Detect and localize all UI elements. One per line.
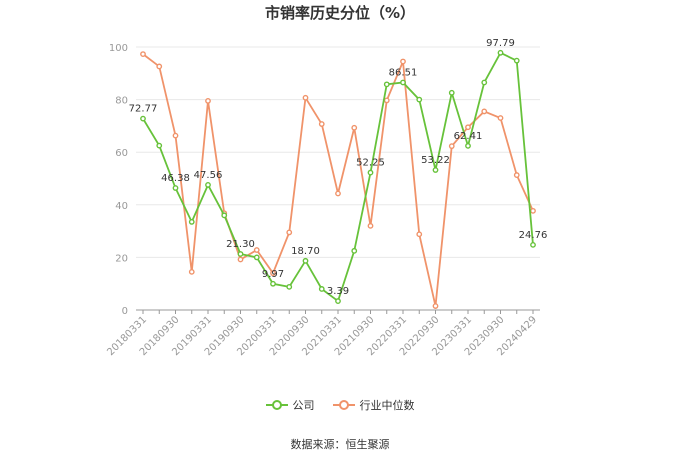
data-point-company [172, 185, 179, 191]
data-point-company [318, 286, 325, 292]
data-point-company [286, 283, 293, 290]
data-point-industry-median [497, 115, 504, 121]
data-point-company [237, 251, 244, 257]
data-point-industry-median [253, 247, 260, 253]
data-label: 86.51 [389, 67, 418, 78]
data-point-company [465, 142, 471, 149]
data-point-company [367, 169, 374, 176]
data-point-industry-median [465, 124, 471, 131]
data-point-industry-median [383, 97, 390, 104]
data-point-company [205, 182, 211, 188]
legend-item-company[interactable]: 公司 [265, 397, 315, 413]
data-point-company [156, 142, 163, 149]
data-label: 18.70 [291, 246, 320, 257]
y-tick-label: 0 [122, 306, 128, 317]
data-point-industry-median [448, 143, 455, 150]
data-point-company [448, 89, 455, 96]
data-label: 46.38 [161, 173, 190, 184]
data-label: 62.41 [454, 131, 483, 142]
data-point-industry-median [530, 207, 536, 214]
series-lines [140, 49, 536, 309]
y-tick-label: 40 [115, 201, 128, 212]
data-point-industry-median [237, 256, 244, 263]
line-chart: 0204060801002018033120180930201903312019… [105, 38, 548, 358]
y-tick-label: 60 [115, 148, 128, 159]
data-label: 24.76 [519, 230, 548, 241]
data-point-company [140, 115, 146, 122]
data-point-industry-median [188, 268, 195, 275]
data-point-industry-median [481, 108, 488, 115]
data-label: 21.30 [226, 239, 255, 250]
chart-title: 市销率历史分位（%） [264, 4, 416, 22]
data-point-industry-median [156, 63, 163, 70]
data-point-company [497, 49, 504, 56]
data-label: 97.79 [486, 38, 515, 49]
data-point-industry-median [432, 303, 439, 309]
legend-label: 公司 [292, 399, 315, 412]
data-point-company [383, 81, 390, 88]
data-point-industry-median [205, 98, 211, 104]
data-label: 52.25 [356, 158, 385, 169]
data-point-industry-median [416, 231, 423, 238]
data-point-industry-median [318, 121, 325, 127]
data-label: 9.97 [262, 269, 284, 280]
data-point-industry-median [351, 124, 358, 131]
data-label: 72.77 [129, 104, 158, 115]
y-tick-label: 20 [115, 253, 128, 264]
data-point-company [481, 79, 488, 86]
grid-lines [136, 46, 540, 258]
legend-item-industry-median[interactable]: 行业中位数 [332, 397, 415, 413]
legend: 公司 行业中位数 [0, 397, 680, 413]
data-point-company [416, 96, 423, 103]
data-point-industry-median [513, 172, 520, 178]
data-source: 数据来源：恒生聚源 [290, 438, 390, 451]
data-label: 3.39 [327, 286, 349, 297]
y-tick-label: 100 [109, 43, 128, 54]
legend-marker-icon [265, 399, 288, 411]
data-point-industry-median [140, 51, 146, 58]
data-label: 47.56 [194, 170, 223, 181]
legend-label: 行业中位数 [359, 399, 415, 412]
data-point-industry-median [172, 132, 179, 139]
data-point-company [513, 57, 520, 64]
data-point-industry-median [286, 229, 293, 236]
data-point-company [400, 79, 406, 86]
data-point-industry-median [335, 190, 341, 197]
data-point-industry-median [400, 58, 406, 65]
data-point-industry-median [367, 222, 374, 229]
axes: 0204060801002018033120180930201903312019… [105, 43, 540, 358]
data-point-company [221, 212, 228, 219]
data-point-company [188, 218, 195, 225]
data-labels: 72.77 46.38 47.56 21.30 9.97 18.70 3.39 52.25 86… [129, 38, 548, 297]
y-tick-label: 80 [115, 96, 128, 107]
legend-marker-icon [332, 399, 355, 411]
data-point-company [432, 167, 439, 173]
data-label: 53.22 [421, 155, 450, 166]
data-point-company [302, 257, 309, 264]
data-point-company [253, 254, 260, 261]
data-point-company [270, 280, 276, 287]
data-point-company [351, 247, 358, 254]
data-point-company [335, 298, 341, 304]
data-point-company [530, 241, 536, 248]
data-point-industry-median [270, 270, 276, 277]
data-point-industry-median [302, 94, 309, 101]
